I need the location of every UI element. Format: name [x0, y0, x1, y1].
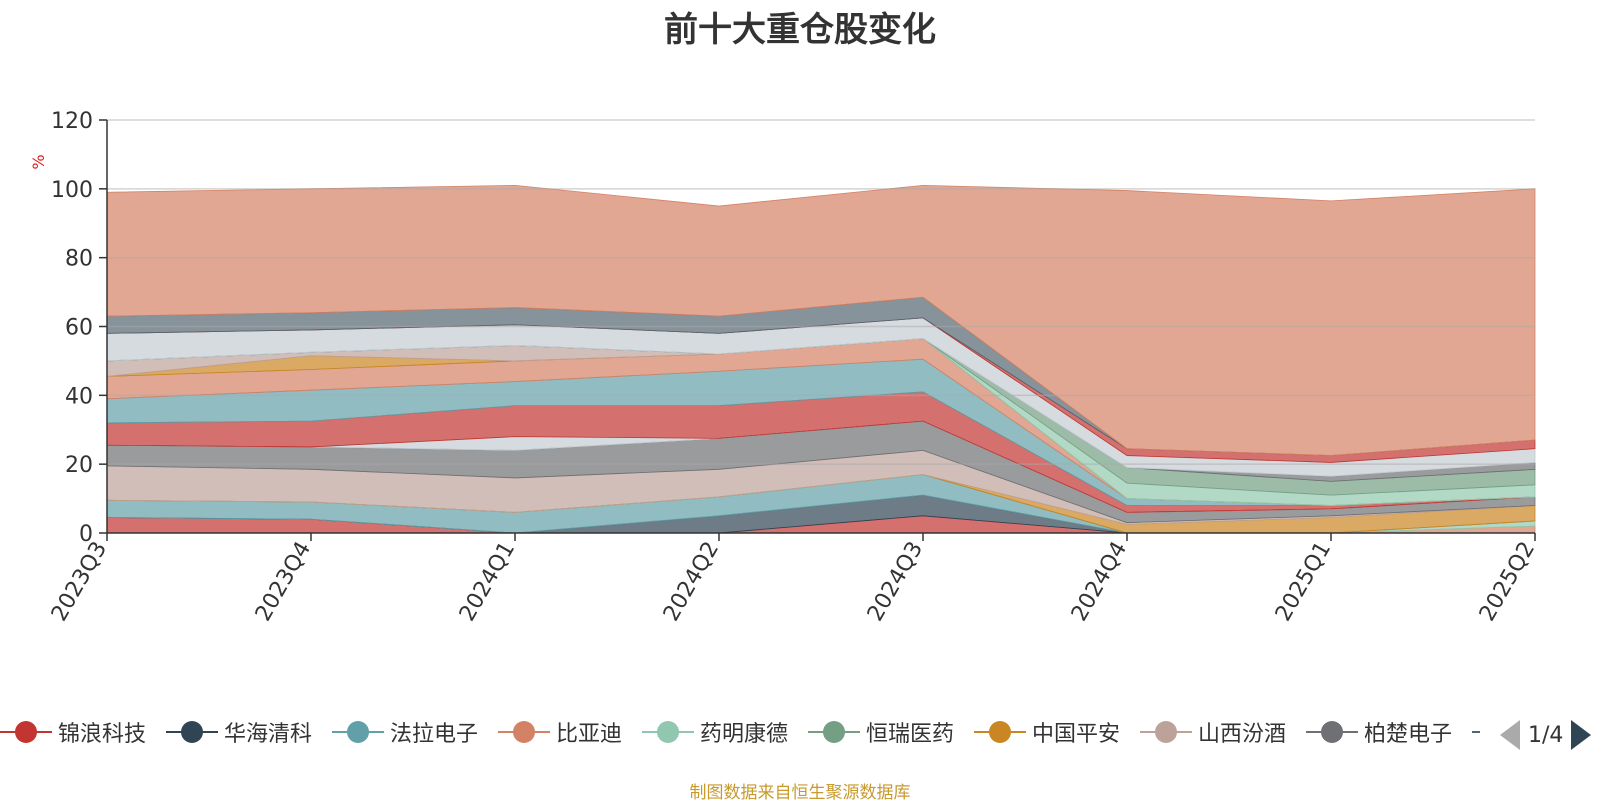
y-tick-label-1: 20 [65, 453, 93, 478]
x-tick-label-5: 2024Q4 [1067, 538, 1132, 626]
legend-item-4[interactable]: 药明康德 [642, 712, 788, 752]
legend-item-0[interactable]: 锦浪科技 [0, 712, 146, 752]
x-tick-label-3: 2024Q2 [659, 538, 724, 626]
legend-label: 锦浪科技 [58, 722, 147, 747]
x-tick-label-7: 2025Q2 [1475, 538, 1540, 626]
legend-marker-icon [498, 721, 550, 743]
legend-label: 恒瑞医药 [866, 722, 955, 747]
legend-item-9[interactable]: 海光信息 [1472, 712, 1480, 752]
legend-label: 比亚迪 [556, 722, 623, 747]
x-tick-label-2: 2024Q1 [455, 538, 520, 626]
y-tick-label-2: 40 [65, 384, 93, 409]
legend-label: 中国平安 [1032, 722, 1121, 747]
legend-item-8[interactable]: 柏楚电子 [1306, 712, 1452, 752]
legend-label: 法拉电子 [390, 722, 479, 747]
legend-marker-icon [1140, 721, 1192, 743]
x-tick-label-0: 2023Q3 [47, 538, 112, 626]
legend-item-5[interactable]: 恒瑞医药 [808, 712, 954, 752]
legend-label: 山西汾酒 [1198, 722, 1287, 747]
legend-prev-arrow-icon[interactable] [1500, 720, 1520, 750]
legend-next-arrow-icon[interactable] [1571, 720, 1592, 750]
legend-item-2[interactable]: 法拉电子 [332, 712, 478, 752]
legend-marker-icon [1306, 721, 1358, 743]
y-tick-label-3: 60 [65, 316, 93, 341]
legend-marker-icon [808, 721, 860, 743]
legend-page-indicator: 1/4 [1528, 722, 1564, 748]
x-tick-label-1: 2023Q4 [251, 538, 316, 626]
y-tick-label-5: 100 [51, 178, 93, 203]
plot-area: 0 20 40 60 80 100 120% 2023Q3 2023Q4 2024Q1 2024Q2… [29, 109, 1540, 626]
legend-marker-icon [1472, 731, 1480, 733]
y-tick-label-4: 80 [65, 247, 93, 272]
data-source-note: 制图数据来自恒生聚源数据库 [689, 783, 911, 803]
legend-marker-icon [0, 721, 52, 743]
legend-label: 药明康德 [700, 722, 789, 747]
legend-marker-icon [642, 721, 694, 743]
y-tick-label-6: 120 [51, 109, 93, 134]
legend-item-6[interactable]: 中国平安 [974, 712, 1120, 752]
legend-pager: 1/4 [1500, 718, 1592, 752]
legend-marker-icon [974, 721, 1026, 743]
chart-title: 前十大重仓股变化 [664, 10, 936, 50]
x-tick-label-6: 2025Q1 [1271, 538, 1336, 626]
y-axis-unit-label: % [29, 154, 48, 169]
legend-label: 柏楚电子 [1364, 722, 1453, 747]
area-series-22 [106, 184, 1536, 456]
legend-item-3[interactable]: 比亚迪 [498, 712, 622, 752]
legend-marker-icon [332, 721, 384, 743]
legend-label: 华海清科 [224, 722, 313, 747]
x-tick-label-4: 2024Q3 [863, 538, 928, 626]
legend-marker-icon [166, 721, 218, 743]
y-tick-label-0: 0 [79, 522, 93, 547]
legend-item-7[interactable]: 山西汾酒 [1140, 712, 1286, 752]
legend: 锦浪科技华海清科法拉电子比亚迪药明康德恒瑞医药中国平安山西汾酒柏楚电子海光信息中… [0, 712, 1480, 752]
legend-item-1[interactable]: 华海清科 [166, 712, 312, 752]
